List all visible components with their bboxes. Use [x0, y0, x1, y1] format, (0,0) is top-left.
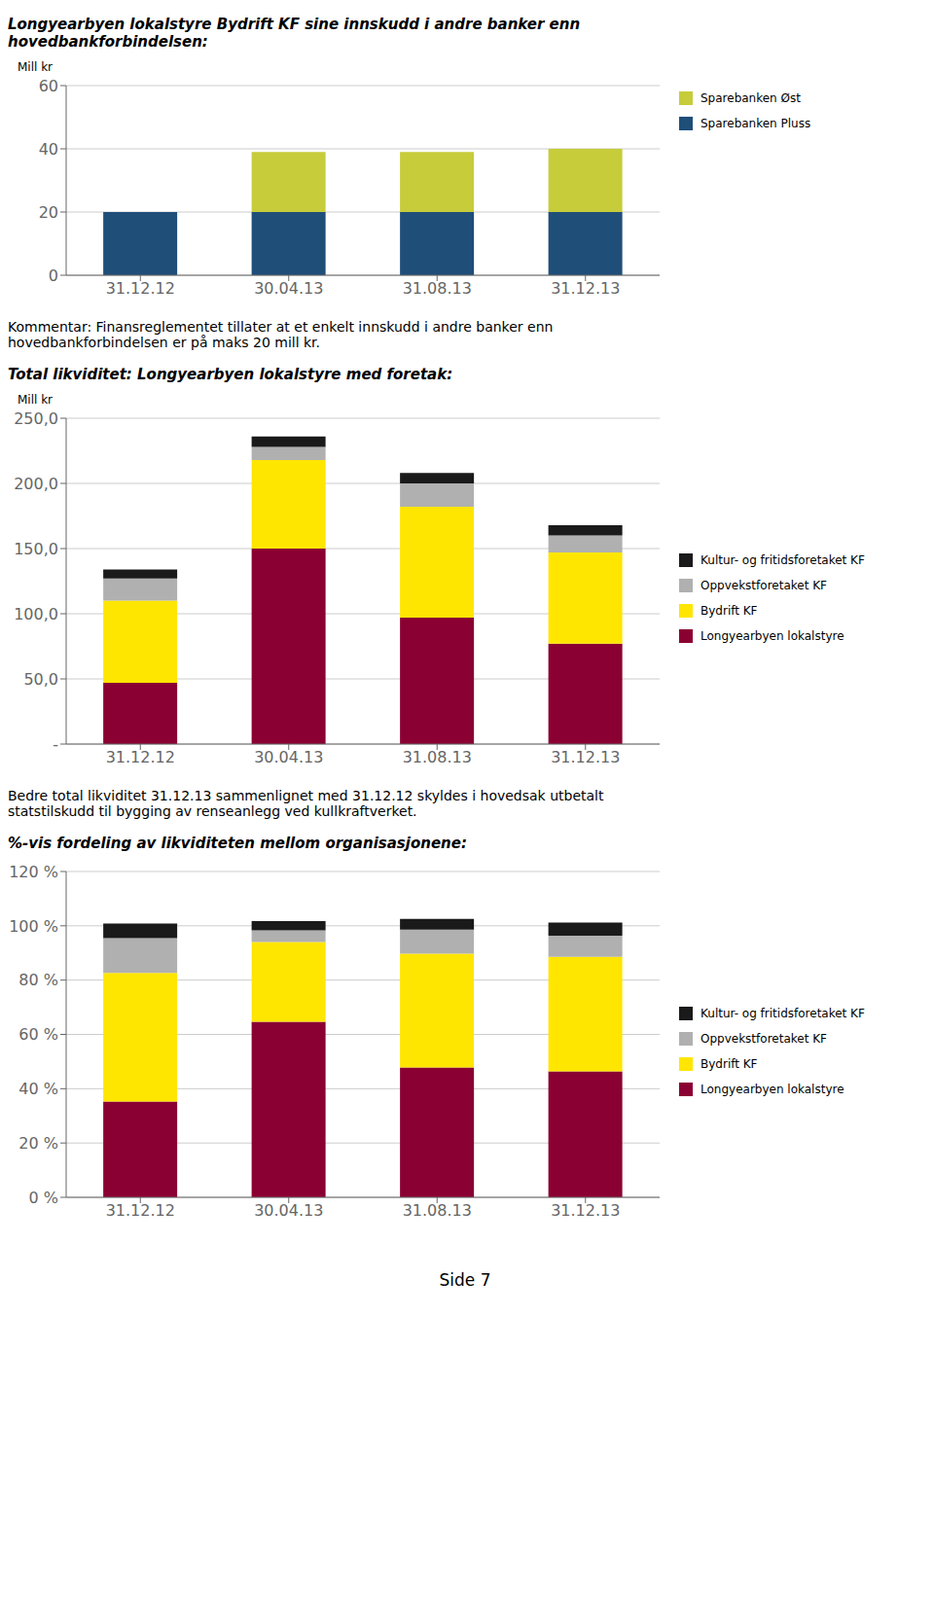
svg-text:31.08.13: 31.08.13 — [402, 279, 472, 298]
svg-text:31.08.13: 31.08.13 — [402, 748, 472, 767]
html-text:%-vis fordeling av likviditete: %-vis fordeling av likviditeten mellom o… — [7, 834, 467, 853]
svg-text:200,0: 200,0 — [13, 474, 59, 494]
html-text:Longyearbyen lokalstyre Bydrif: Longyearbyen lokalstyre Bydrift KF sine … — [7, 15, 580, 51]
html-text:Bedre total likviditet 31.12.1: Bedre total likviditet 31.12.13 sammenli… — [7, 788, 604, 820]
html-text:Oppvekstforetaket KF: Oppvekstforetaket KF — [700, 578, 827, 593]
html-text:Mill kr: Mill kr — [17, 393, 53, 407]
svg-text:20 %: 20 % — [18, 1134, 59, 1153]
html-text:Oppvekstforetaket KF: Oppvekstforetaket KF — [700, 1032, 827, 1046]
svg-text:31.12.12: 31.12.12 — [106, 279, 176, 298]
html-text:Longyearbyen lokalstyre: Longyearbyen lokalstyre — [700, 629, 845, 644]
svg-text:31.12.13: 31.12.13 — [550, 1201, 620, 1221]
svg-text:31.12.12: 31.12.12 — [106, 1201, 176, 1221]
svg-text:50,0: 50,0 — [23, 670, 59, 689]
html-text:Kultur- og fritidsforetaket KF: Kultur- og fritidsforetaket KF — [700, 1006, 865, 1021]
html-text:Mill kr: Mill kr — [17, 60, 53, 74]
svg-text:40: 40 — [38, 140, 59, 159]
svg-text:80 %: 80 % — [18, 970, 59, 990]
svg-text:31.12.13: 31.12.13 — [550, 748, 620, 767]
html-text:Total likviditet: Longyearbyen: Total likviditet: Longyearbyen lokalstyr… — [7, 365, 453, 384]
html-text:Longyearbyen lokalstyre: Longyearbyen lokalstyre — [700, 1082, 845, 1097]
svg-text:31.12.13: 31.12.13 — [550, 279, 620, 298]
svg-text:60: 60 — [38, 76, 59, 96]
svg-text:250,0: 250,0 — [13, 409, 59, 429]
svg-text:120 %: 120 % — [8, 862, 59, 882]
svg-text:0 %: 0 % — [29, 1188, 59, 1208]
svg-text:30.04.13: 30.04.13 — [253, 279, 324, 298]
html-text:Bydrift KF: Bydrift KF — [700, 604, 758, 618]
svg-text:20: 20 — [38, 203, 59, 222]
html-text:Sparebanken Pluss: Sparebanken Pluss — [700, 116, 811, 131]
html-text:Bydrift KF: Bydrift KF — [700, 1057, 758, 1072]
svg-text:100 %: 100 % — [8, 917, 59, 936]
svg-text:30.04.13: 30.04.13 — [253, 748, 324, 767]
svg-text:30.04.13: 30.04.13 — [253, 1201, 324, 1221]
svg-text:31.08.13: 31.08.13 — [402, 1201, 472, 1221]
svg-text:150,0: 150,0 — [13, 539, 59, 559]
svg-text:100,0: 100,0 — [13, 605, 59, 624]
html-text:Side 7: Side 7 — [439, 1270, 491, 1291]
html-text:Kommentar: Finansreglementet t: Kommentar: Finansreglementet tillater at… — [7, 319, 554, 351]
html-text:Kultur- og fritidsforetaket KF: Kultur- og fritidsforetaket KF — [700, 553, 865, 568]
svg-text:31.12.12: 31.12.12 — [106, 748, 176, 767]
svg-text:0: 0 — [48, 266, 59, 286]
svg-text:60 %: 60 % — [18, 1025, 59, 1044]
svg-text:40 %: 40 % — [18, 1079, 59, 1099]
html-text:Sparebanken Øst: Sparebanken Øst — [700, 91, 801, 106]
svg-text:-: - — [52, 735, 59, 755]
